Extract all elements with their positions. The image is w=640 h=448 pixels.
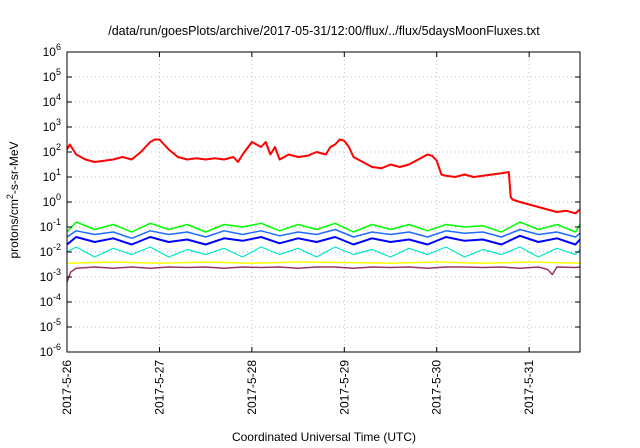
series-line-2: [66, 221, 581, 233]
series-line-7: [66, 266, 581, 283]
x-tick-label: 2017-5-26: [60, 360, 74, 415]
chart-title: /data/run/goesPlots/archive/2017-05-31/1…: [108, 24, 540, 38]
series-line-6: [66, 261, 581, 265]
x-tick-label: 2017-5-29: [337, 360, 351, 415]
series-line-4: [66, 228, 581, 240]
y-tick-label: 101: [43, 167, 61, 184]
series-line-5: [66, 246, 581, 258]
y-tick-label: 10-4: [40, 292, 61, 309]
y-tick-label: 10-1: [40, 217, 61, 234]
y-tick-label: 102: [43, 142, 61, 159]
y-tick-label: 10-6: [40, 342, 61, 359]
grid-lines: [67, 52, 580, 352]
y-tick-label: 105: [43, 67, 61, 84]
data-series: [66, 138, 581, 283]
y-tick-label: 103: [43, 117, 61, 134]
y-tick-label: 104: [43, 92, 61, 109]
x-tick-label: 2017-5-28: [245, 360, 259, 415]
y-tick-label: 10-3: [40, 267, 61, 284]
x-tick-label: 2017-5-31: [522, 360, 536, 415]
series-line-3: [66, 234, 581, 246]
series-line-1: [66, 138, 581, 215]
y-axis-ticks: 10-6 10-5 10-4 10-3 10-2 10-1 100 101 102 103 104 1…: [40, 42, 580, 359]
x-axis-ticks: 2017-5-26 2017-5-27 2017-5-28 2017-5-29 2017…: [60, 52, 536, 415]
y-tick-label: 106: [43, 42, 61, 59]
y-axis-label: protons/cm2-s-sr-MeV: [5, 141, 21, 258]
x-axis-label: Coordinated Universal Time (UTC): [232, 430, 416, 444]
x-tick-label: 2017-5-27: [152, 360, 166, 415]
y-tick-label: 10-2: [40, 242, 61, 259]
x-tick-label: 2017-5-30: [430, 360, 444, 415]
y-tick-label: 100: [43, 192, 61, 209]
y-tick-label: 10-5: [40, 317, 61, 334]
